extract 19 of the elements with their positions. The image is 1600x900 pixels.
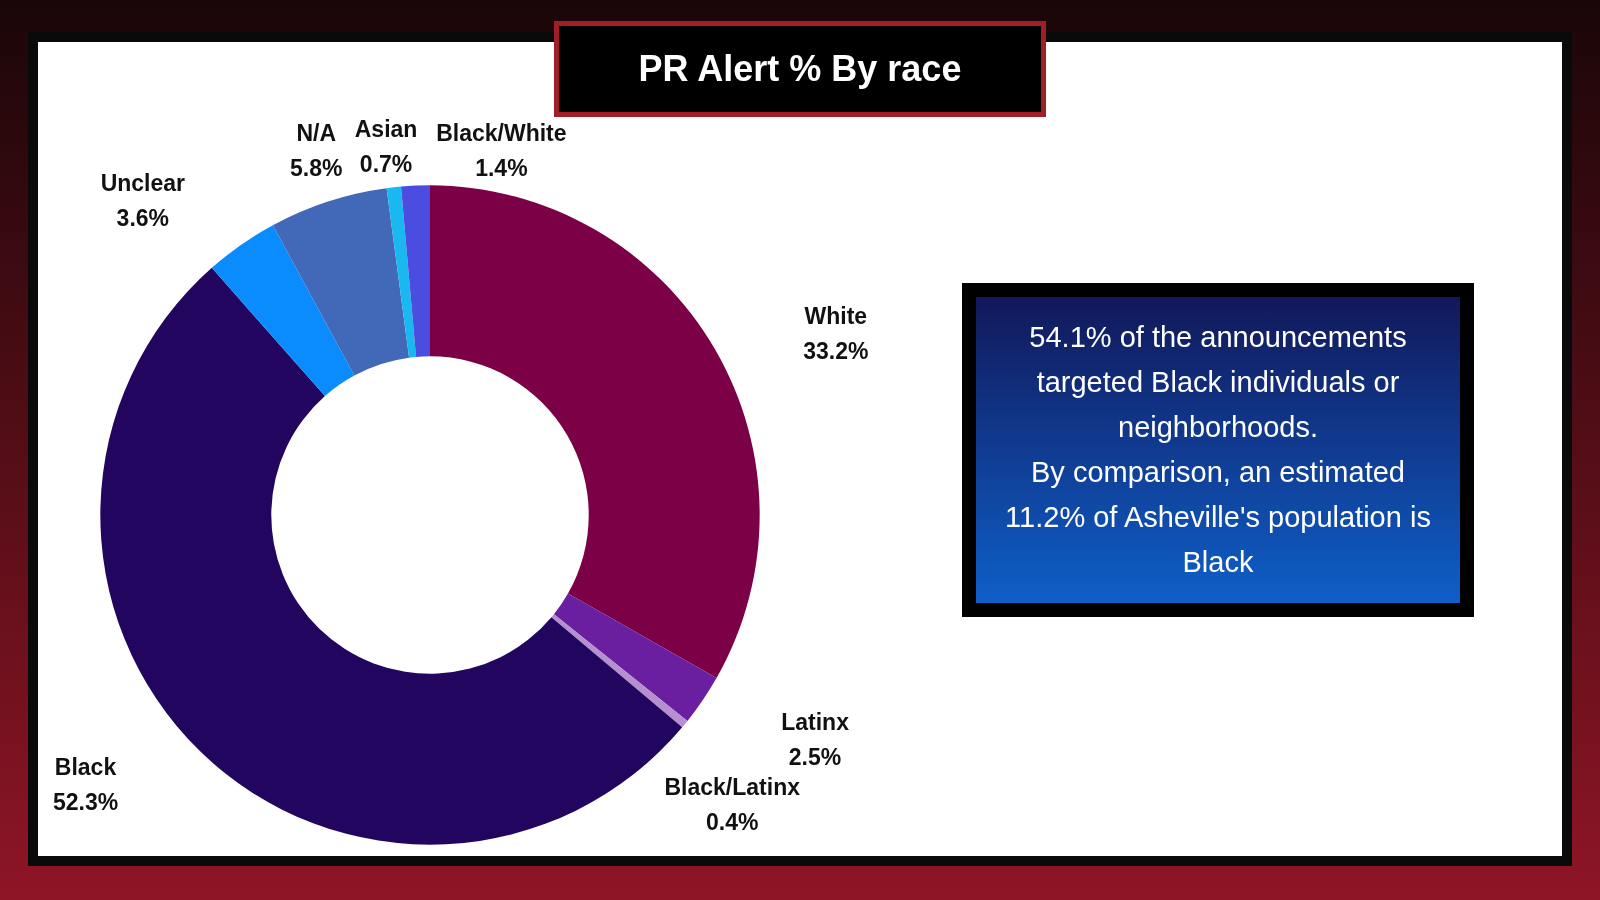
slice-label: Black/Latinx — [664, 774, 801, 801]
text: By comparison, an estimated 11.2% of Asheville's population is Black — [1004, 455, 1432, 580]
data-label: 5.8% — [290, 155, 343, 182]
slice-label: White — [804, 303, 868, 330]
data-label: 1.4% — [475, 154, 528, 181]
chart-title: PR Alert % By race — [554, 21, 1046, 117]
slice-label: Black — [54, 753, 117, 780]
data-label: 0.7% — [359, 150, 413, 177]
slice-label: Asian — [354, 115, 418, 142]
data-label: 33.2% — [803, 338, 869, 365]
slice-label: Latinx — [781, 709, 850, 736]
data-label: 0.4% — [706, 809, 759, 836]
slice-label: Unclear — [100, 169, 186, 196]
data-label: 3.6% — [116, 204, 170, 231]
text: 54.1% of the announcements targeted Black individuals or neighborhoods. — [1028, 320, 1408, 445]
slice-label: N/A — [296, 120, 337, 147]
data-label: 52.3% — [52, 788, 119, 815]
slice-label: Black/White — [436, 119, 567, 146]
data-label: 2.5% — [788, 744, 842, 771]
